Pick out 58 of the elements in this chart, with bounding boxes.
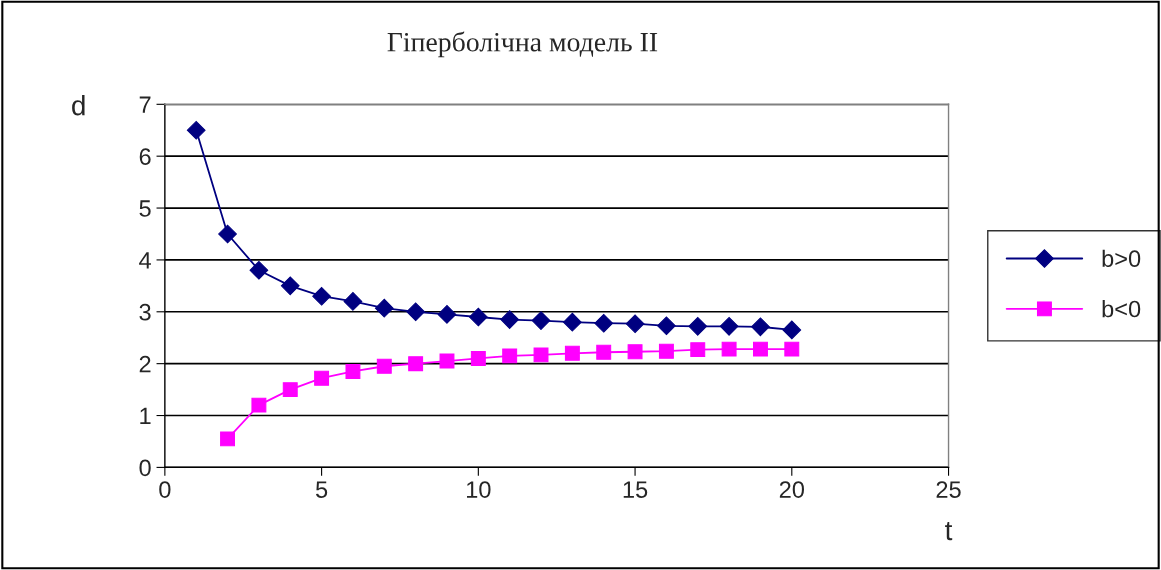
y-tick-label: 3 <box>139 303 151 321</box>
point <box>751 317 770 337</box>
point <box>376 358 392 374</box>
point <box>658 343 674 359</box>
x-tick-label: 10 <box>467 481 491 498</box>
point <box>721 341 737 357</box>
x-tick-label: 20 <box>779 481 805 498</box>
point <box>343 292 363 311</box>
x-axis-title: t <box>945 522 953 541</box>
point <box>563 312 582 332</box>
point <box>437 305 457 324</box>
y-tick-label: 0 <box>139 459 151 477</box>
legend-label: b>0 <box>1102 249 1141 268</box>
point <box>468 307 488 327</box>
point <box>374 298 394 318</box>
point <box>408 356 424 372</box>
point <box>470 351 486 366</box>
x-tick-label: 25 <box>936 481 961 498</box>
point <box>312 286 331 306</box>
point <box>596 344 612 360</box>
point <box>218 224 237 244</box>
point <box>251 397 267 413</box>
point <box>502 348 518 364</box>
point <box>657 316 676 336</box>
point <box>625 314 645 334</box>
y-tick-label: 4 <box>139 252 151 269</box>
y-axis-title: d <box>72 95 85 116</box>
y-tick-label: 6 <box>139 148 151 165</box>
x-tick-label: 0 <box>159 481 171 498</box>
point <box>406 302 425 322</box>
point <box>345 363 361 379</box>
point <box>439 353 455 369</box>
point <box>564 345 580 361</box>
chart-title: Гіперболічна модель II <box>387 31 658 58</box>
point <box>249 260 269 280</box>
point <box>752 341 768 357</box>
point <box>280 276 300 296</box>
point <box>220 431 236 447</box>
point <box>282 382 298 398</box>
point <box>533 347 549 363</box>
point <box>627 344 643 360</box>
point <box>784 341 800 357</box>
point <box>688 316 708 336</box>
legend-label: b<0 <box>1102 300 1141 318</box>
y-tick-label: 7 <box>139 96 151 113</box>
y-tick-label: 5 <box>139 200 151 217</box>
point <box>594 313 614 333</box>
point <box>531 311 551 330</box>
x-tick-label: 15 <box>623 481 648 498</box>
point <box>782 320 802 340</box>
y-tick-label: 2 <box>139 355 151 373</box>
x-tick-label: 5 <box>315 481 328 498</box>
point <box>314 370 330 386</box>
point <box>719 316 739 336</box>
point <box>690 342 706 358</box>
point <box>186 120 206 140</box>
y-tick-label: 1 <box>140 407 151 425</box>
point <box>500 310 520 329</box>
